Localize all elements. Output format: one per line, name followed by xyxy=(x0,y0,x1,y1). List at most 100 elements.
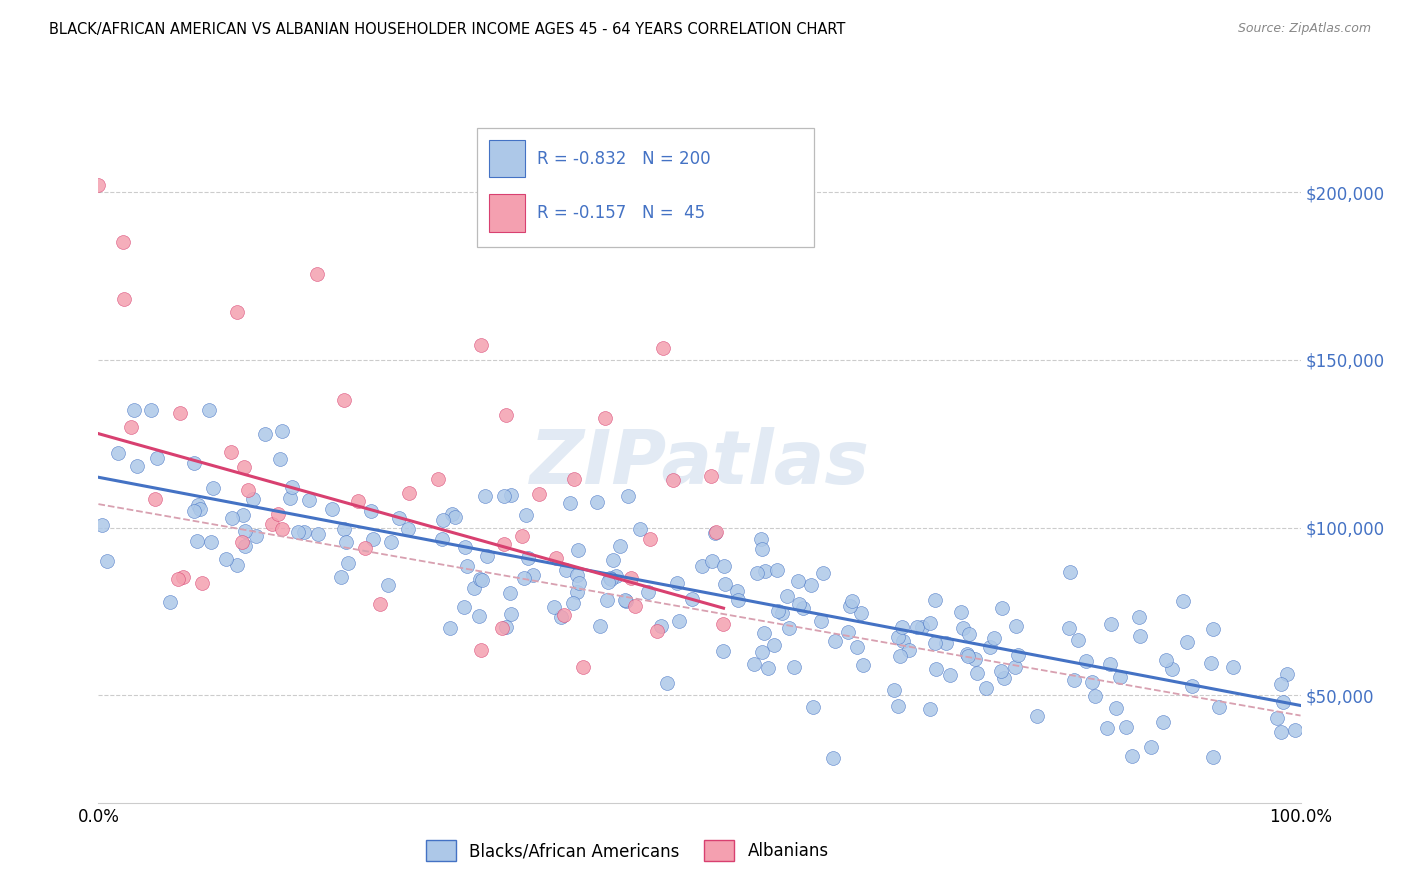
Text: ZIPatlas: ZIPatlas xyxy=(530,427,869,500)
Point xyxy=(553,607,575,622)
Point xyxy=(96,554,118,568)
Point xyxy=(468,572,491,586)
Point xyxy=(353,541,375,555)
Point xyxy=(1067,632,1090,647)
Point xyxy=(470,338,492,352)
Point xyxy=(190,502,212,516)
Point xyxy=(562,471,585,485)
Point xyxy=(898,643,921,657)
Point xyxy=(468,608,491,623)
Point xyxy=(235,539,257,553)
Point xyxy=(233,524,256,538)
Point xyxy=(742,657,765,671)
Point xyxy=(614,594,637,608)
Point xyxy=(475,549,498,563)
Point xyxy=(271,424,294,438)
Point xyxy=(1275,666,1298,681)
Point xyxy=(1099,657,1122,672)
Point xyxy=(645,624,668,638)
Point xyxy=(221,444,243,458)
Text: R = -0.832   N = 200: R = -0.832 N = 200 xyxy=(537,150,711,168)
Point xyxy=(396,522,419,536)
Point xyxy=(624,599,647,614)
Point xyxy=(571,659,593,673)
Point xyxy=(337,556,360,570)
Point xyxy=(598,575,620,590)
Point xyxy=(1026,708,1049,723)
Point xyxy=(763,638,786,652)
Point xyxy=(470,643,492,657)
Point xyxy=(681,591,703,606)
Point xyxy=(956,647,979,661)
Point xyxy=(952,621,974,635)
Point xyxy=(725,583,748,598)
Point xyxy=(713,558,735,573)
Point xyxy=(700,469,723,483)
Point xyxy=(950,605,973,619)
Point xyxy=(605,569,627,583)
Point xyxy=(589,619,612,633)
Point xyxy=(655,676,678,690)
Point xyxy=(770,606,793,620)
Point xyxy=(499,586,522,600)
Point xyxy=(565,568,588,582)
Point xyxy=(991,600,1014,615)
Point xyxy=(1128,610,1150,624)
Point xyxy=(292,524,315,539)
Point xyxy=(963,652,986,666)
Point xyxy=(558,496,581,510)
Point xyxy=(187,498,209,512)
Point xyxy=(1121,749,1143,764)
FancyBboxPatch shape xyxy=(489,140,526,178)
Point xyxy=(360,504,382,518)
Point xyxy=(398,486,420,500)
Point xyxy=(388,511,411,525)
Point xyxy=(1272,695,1295,709)
Point xyxy=(651,341,673,355)
Point xyxy=(1202,622,1225,636)
Point xyxy=(253,426,276,441)
Point xyxy=(704,524,727,539)
Point xyxy=(1129,629,1152,643)
Point xyxy=(979,640,1001,655)
Point xyxy=(711,643,734,657)
Point xyxy=(665,576,688,591)
Point xyxy=(267,508,290,522)
Point xyxy=(745,566,768,580)
Text: R = -0.157   N =  45: R = -0.157 N = 45 xyxy=(537,204,706,222)
Point xyxy=(1005,618,1028,632)
Point xyxy=(226,305,249,319)
Point xyxy=(628,522,651,536)
Point xyxy=(159,595,181,609)
Point xyxy=(1270,725,1292,739)
Point xyxy=(1097,721,1119,735)
Point xyxy=(546,550,568,565)
Point xyxy=(841,594,863,608)
Point xyxy=(690,559,713,574)
Point xyxy=(510,529,533,543)
Point xyxy=(495,620,517,634)
Point xyxy=(1175,635,1198,649)
Point xyxy=(380,534,402,549)
Point xyxy=(1270,676,1292,690)
Point xyxy=(924,635,946,649)
Point xyxy=(186,534,208,549)
Point xyxy=(169,405,191,419)
Point xyxy=(1115,720,1137,734)
Point xyxy=(1059,565,1081,579)
Point xyxy=(1140,739,1163,754)
Point xyxy=(215,552,238,566)
Point xyxy=(491,621,513,635)
Point xyxy=(1105,701,1128,715)
Point xyxy=(333,523,356,537)
Point xyxy=(668,614,690,628)
Point xyxy=(377,578,399,592)
Point xyxy=(321,502,343,516)
Point xyxy=(886,631,908,645)
Point xyxy=(1108,670,1130,684)
Point xyxy=(711,617,734,632)
Point xyxy=(620,571,643,585)
Point xyxy=(787,574,810,588)
Point xyxy=(845,640,868,655)
Point xyxy=(232,508,254,523)
